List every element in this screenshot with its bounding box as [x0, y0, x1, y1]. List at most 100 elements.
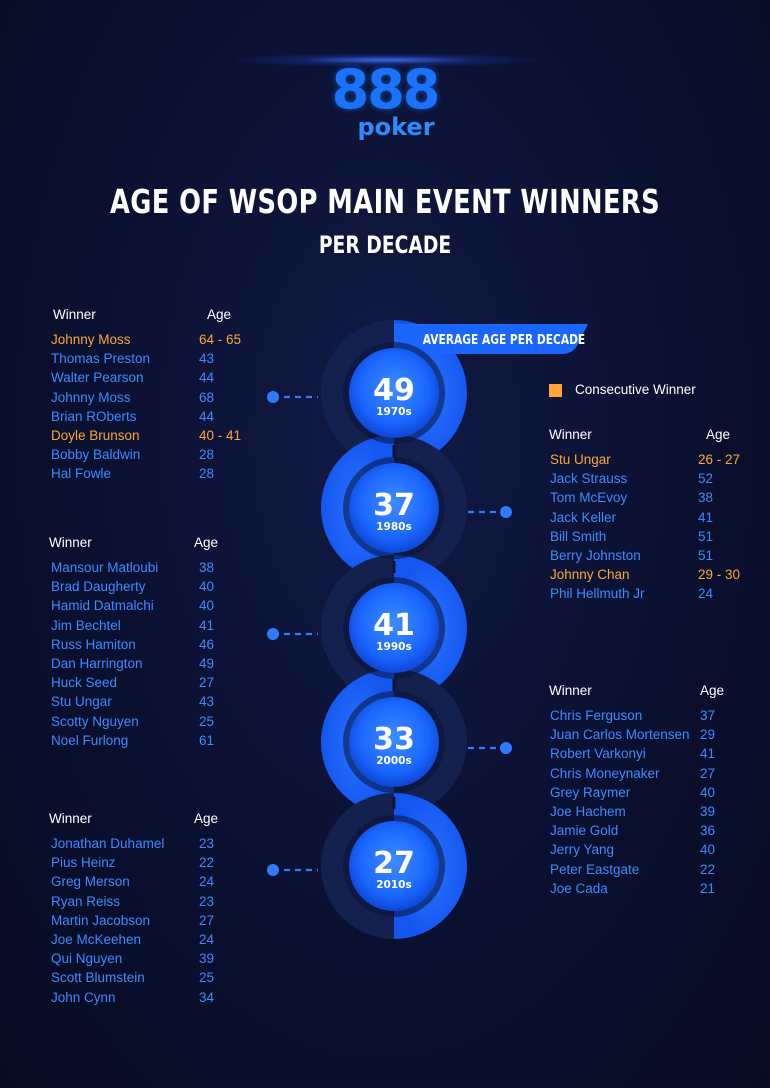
column-header-winner: Winner — [49, 811, 92, 826]
table-row: Jack Strauss 52 — [550, 471, 770, 490]
winner-name: Berry Johnston — [550, 548, 641, 563]
table-row: Peter Eastgate 22 — [550, 862, 770, 881]
table-row: Johnny Moss 68 — [51, 390, 291, 409]
winner-age: 44 — [199, 408, 215, 424]
table-row: Qui Nguyen 39 — [51, 951, 291, 970]
legend-swatch — [549, 384, 562, 397]
table-row: Scott Blumstein 25 — [51, 970, 291, 989]
winner-name: Johnny Moss — [51, 332, 131, 347]
table-row: Jim Bechtel 41 — [51, 618, 291, 637]
table-row: Thomas Preston 43 — [51, 351, 291, 370]
leader-1980s — [468, 506, 512, 518]
banner-shape — [394, 324, 588, 354]
table-row: Tom McEvoy 38 — [550, 490, 770, 509]
winner-age: 29 — [700, 727, 716, 743]
table-row: Jonathan Duhamel 23 — [51, 836, 291, 855]
winner-age: 24 — [199, 874, 215, 890]
winner-name: Phil Hellmuth Jr — [550, 586, 645, 602]
table-row: Bobby Baldwin 28 — [51, 447, 291, 466]
winner-age: 52 — [698, 471, 714, 487]
winner-age: 40 — [199, 579, 215, 595]
table-row: Martin Jacobson 27 — [51, 913, 291, 932]
winner-name: Jack Strauss — [550, 471, 628, 487]
winner-name: Joe Hachem — [550, 804, 626, 819]
table-row: Hal Fowle 28 — [51, 466, 291, 485]
winner-age: 37 — [700, 708, 716, 723]
table-row: Grey Raymer 40 — [550, 785, 770, 804]
winner-name: Jack Keller — [550, 509, 617, 525]
winner-name: Dan Harrington — [51, 656, 143, 671]
column-header-age: Age — [194, 535, 219, 550]
leader-dot — [267, 864, 279, 876]
table-row: Stu Ungar 43 — [51, 694, 291, 713]
logo-word: poker — [357, 113, 435, 141]
winner-name: Hamid Datmalchi — [51, 598, 154, 614]
winner-age: 26 - 27 — [698, 452, 741, 467]
leader-dot — [500, 742, 512, 754]
winner-age: 64 - 65 — [199, 332, 242, 347]
table-row: Berry Johnston 51 — [550, 548, 770, 567]
winner-name: Joe Cada — [550, 880, 608, 896]
winner-age: 40 — [700, 842, 716, 858]
table-row: Noel Furlong 61 — [51, 733, 291, 752]
winner-age: 51 — [698, 548, 714, 563]
winner-name: Russ Hamiton — [51, 636, 136, 652]
winner-age: 39 — [199, 951, 215, 967]
bubble-disc — [349, 697, 439, 787]
column-header-age: Age — [700, 683, 725, 698]
table-row: Russ Hamiton 46 — [51, 637, 291, 656]
winner-age: 38 — [698, 490, 714, 506]
winner-name: Bill Smith — [550, 528, 607, 544]
logo-digits: 888 — [331, 58, 441, 121]
winner-name: Stu Ungar — [550, 452, 611, 467]
winner-name: Noel Furlong — [51, 732, 129, 748]
winner-name: John Cynn — [51, 989, 116, 1005]
winner-name: Mansour Matloubi — [51, 560, 159, 575]
winner-age: 68 — [199, 389, 215, 405]
winner-name: Hal Fowle — [51, 466, 112, 482]
leader-2010s — [267, 864, 318, 876]
winner-name: Qui Nguyen — [51, 951, 123, 967]
winner-age: 38 — [199, 560, 215, 575]
bubble-disc — [349, 463, 439, 553]
brand-logo: 888 poker — [0, 60, 770, 150]
winner-age: 22 — [700, 861, 716, 877]
decade-label: 1990s — [376, 641, 411, 653]
average-age-banner: AVERAGE AGE PER DECADE — [394, 324, 588, 354]
winner-age: 39 — [700, 804, 716, 819]
decade-label: 1970s — [376, 406, 411, 418]
winner-name: Juan Carlos Mortensen — [550, 727, 690, 743]
table-row: Scotty Nguyen 25 — [51, 714, 291, 733]
table-row: Jerry Yang 40 — [550, 842, 770, 861]
column-header-age: Age — [194, 811, 219, 826]
winner-name: Doyle Brunson — [51, 428, 140, 443]
table-row: Jamie Gold 36 — [550, 823, 770, 842]
winner-age: 43 — [199, 351, 215, 367]
winner-age: 24 — [698, 586, 714, 602]
winner-age: 28 — [199, 447, 215, 463]
table-row: John Cynn 34 — [51, 990, 291, 1009]
column-header-winner: Winner — [549, 427, 592, 442]
table-row: Dan Harrington 49 — [51, 656, 291, 675]
winner-name: Jonathan Duhamel — [51, 836, 165, 851]
table-row: Pius Heinz 22 — [51, 855, 291, 874]
winner-name: Greg Merson — [51, 874, 130, 890]
decade-label: 2000s — [376, 755, 411, 767]
column-header-age: Age — [207, 307, 232, 322]
winner-age: 40 — [199, 598, 215, 614]
winner-name: Bobby Baldwin — [51, 447, 141, 463]
winner-name: Jim Bechtel — [51, 617, 121, 633]
winner-name: Brian ROberts — [51, 408, 137, 424]
winner-age: 44 — [199, 370, 215, 386]
winner-name: Stu Ungar — [51, 694, 112, 710]
winner-name: Chris Ferguson — [550, 708, 643, 723]
table-row: Juan Carlos Mortensen 29 — [550, 727, 770, 746]
page-title: AGE OF WSOP MAIN EVENT WINNERS — [109, 182, 661, 221]
average-age-value: 37 — [373, 488, 415, 523]
legend-label: Consecutive Winner — [575, 382, 696, 397]
winner-age: 46 — [199, 636, 215, 652]
decade-label: 1980s — [376, 521, 411, 533]
winner-name: Thomas Preston — [51, 351, 151, 367]
